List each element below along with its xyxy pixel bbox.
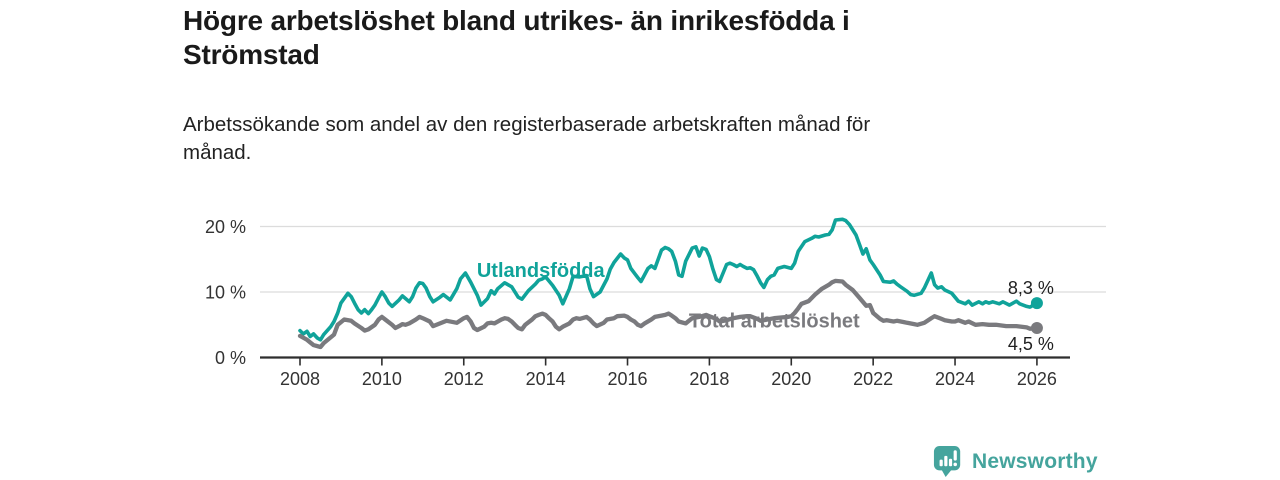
x-tick-label-2022: 2022 xyxy=(853,369,893,389)
newsworthy-logo-text: Newsworthy xyxy=(972,449,1098,473)
page-title: Högre arbetslöshet bland utrikes- än inr… xyxy=(183,5,850,36)
x-tick-label-2012: 2012 xyxy=(444,369,484,389)
series-line-utlandsfodda xyxy=(298,217,1039,342)
y-tick-label-20: 20 % xyxy=(205,217,246,237)
newsworthy-logo-icon xyxy=(933,445,963,478)
x-tick-label-2016: 2016 xyxy=(607,369,647,389)
x-tick-label-2008: 2008 xyxy=(280,369,320,389)
x-tick-label-2014: 2014 xyxy=(526,369,566,389)
x-tick-label-2018: 2018 xyxy=(689,369,729,389)
page-title-line2: Strömstad xyxy=(183,39,320,70)
y-tick-label-10: 10 % xyxy=(205,283,246,303)
series-end-dot-total xyxy=(1030,322,1043,335)
y-tick-label-0: 0 % xyxy=(215,348,246,368)
end-value-label-utlandsfodda: 8,3 % xyxy=(1008,278,1054,298)
series-label-utlandsfodda: Utlandsfödda xyxy=(477,260,606,282)
x-tick-label-2026: 2026 xyxy=(1017,369,1057,389)
chart-header: Högre arbetslöshet bland utrikes- än inr… xyxy=(183,4,1043,72)
series-end-dot-utlandsfodda xyxy=(1030,297,1043,310)
end-value-label-total: 4,5 % xyxy=(1008,334,1054,354)
series-line-total xyxy=(297,278,1040,350)
series-label-total: Total arbetslöshet xyxy=(689,310,860,332)
newsworthy-branding: Newsworthy xyxy=(933,445,1098,478)
chart-subtitle: Arbetssökande som andel av den registerb… xyxy=(183,113,871,164)
x-tick-label-2020: 2020 xyxy=(771,369,811,389)
x-tick-label-2010: 2010 xyxy=(362,369,402,389)
x-tick-label-2024: 2024 xyxy=(935,369,975,389)
